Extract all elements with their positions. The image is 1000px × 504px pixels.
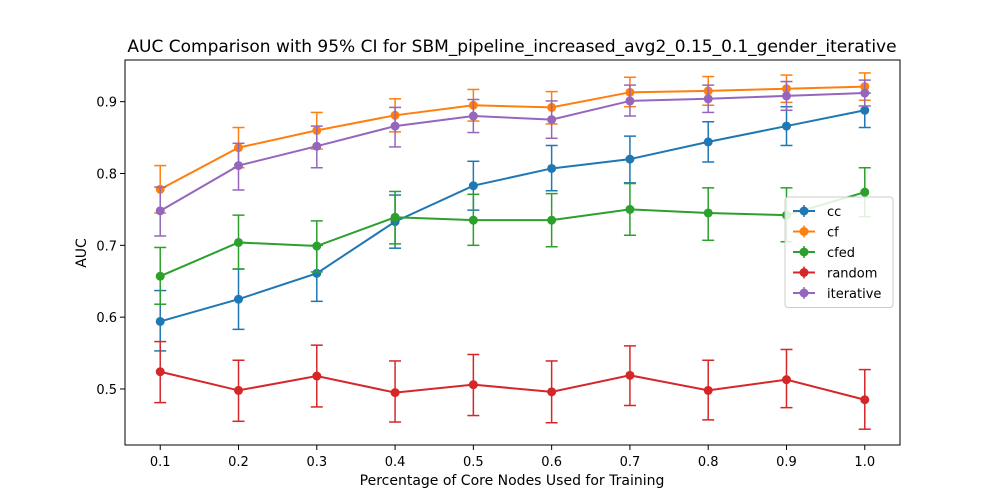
x-axis-label: Percentage of Core Nodes Used for Traini… [360,473,665,489]
data-point-cfed [468,215,478,225]
x-axis: 0.1 0.2 0.3 0.4 0.5 0.6 0.7 0.8 0.9 1.0 [150,445,875,470]
x-tick-label: 0.9 [776,455,797,470]
legend-item-iterative: iterative [793,287,881,302]
data-point-cc [781,121,791,131]
x-tick-label: 0.5 [463,455,484,470]
data-point-random [468,380,478,390]
x-tick-label: 1.0 [854,455,875,470]
data-point-iterative [390,121,400,131]
legend-label: iterative [827,287,881,302]
data-point-cfed [703,208,713,218]
data-point-random [625,370,635,380]
data-point-cc [468,181,478,191]
data-point-cc [155,316,165,326]
data-point-cfed [390,212,400,222]
data-point-random [860,395,870,405]
series-iterative [154,79,871,237]
data-point-random [547,387,557,397]
data-point-cc [625,154,635,164]
legend-swatch-marker [799,206,809,216]
series-line-random [159,370,866,401]
data-point-iterative [781,91,791,101]
legend-item-cc: cc [793,205,841,220]
legend-label: cf [827,226,839,241]
legend-swatch-marker [799,268,809,277]
data-point-cfed [547,215,557,225]
x-tick-label: 0.8 [698,455,719,470]
x-tick-label: 0.7 [620,455,641,470]
x-tick-label: 0.6 [541,455,562,470]
data-point-cc [547,163,557,173]
legend-label: cc [827,205,841,220]
y-axis-label: AUC [74,238,90,268]
legend-item-cf: cf [793,225,839,241]
legend-label: cfed [827,246,855,261]
y-tick-label: 0.8 [96,167,117,182]
legend: cc cf cfed random iterative [784,196,894,308]
data-point-cc [312,268,322,278]
data-point-cfed [625,204,635,214]
data-point-random [781,375,791,385]
legend-swatch-marker [799,227,809,236]
series-line-cf [159,85,865,191]
data-point-cfed [312,241,322,251]
y-tick-label: 0.6 [96,311,117,326]
data-point-iterative [703,94,713,104]
legend-label: random [827,267,877,282]
data-point-random [155,367,165,377]
data-point-cfed [860,187,870,197]
y-axis: 0.5 0.6 0.7 0.8 0.9 [96,96,125,398]
data-point-random [234,385,244,395]
data-point-random [703,385,713,395]
data-point-iterative [860,88,870,98]
x-tick-label: 0.3 [306,455,327,470]
data-point-iterative [155,206,165,216]
series-line-cc [159,109,865,323]
data-point-cfed [155,271,165,281]
data-point-cfed [234,237,244,247]
legend-swatch-marker [799,247,809,257]
data-point-cc [234,294,244,304]
x-tick-label: 0.4 [385,455,406,470]
data-point-iterative [468,111,478,121]
x-tick-label: 0.2 [228,455,249,470]
data-point-iterative [625,96,635,106]
data-point-iterative [312,141,322,151]
data-point-iterative [234,161,244,171]
data-point-cc [860,105,870,115]
series-line-iterative [159,92,865,212]
data-point-random [390,388,400,398]
y-tick-label: 0.7 [96,239,117,254]
x-tick-label: 0.1 [150,455,171,470]
data-point-random [312,371,322,381]
legend-item-cfed: cfed [793,246,855,261]
data-point-cc [703,137,713,147]
legend-swatch-marker [799,288,809,298]
chart-title: AUC Comparison with 95% CI for SBM_pipel… [127,37,896,57]
data-point-iterative [547,115,557,125]
y-tick-label: 0.9 [96,96,117,111]
legend-item-random: random [793,266,877,282]
legend-box [784,196,894,308]
plot-frame [124,59,901,446]
series-random [154,340,871,430]
y-tick-label: 0.5 [96,383,117,398]
series-line-cfed [159,191,866,278]
